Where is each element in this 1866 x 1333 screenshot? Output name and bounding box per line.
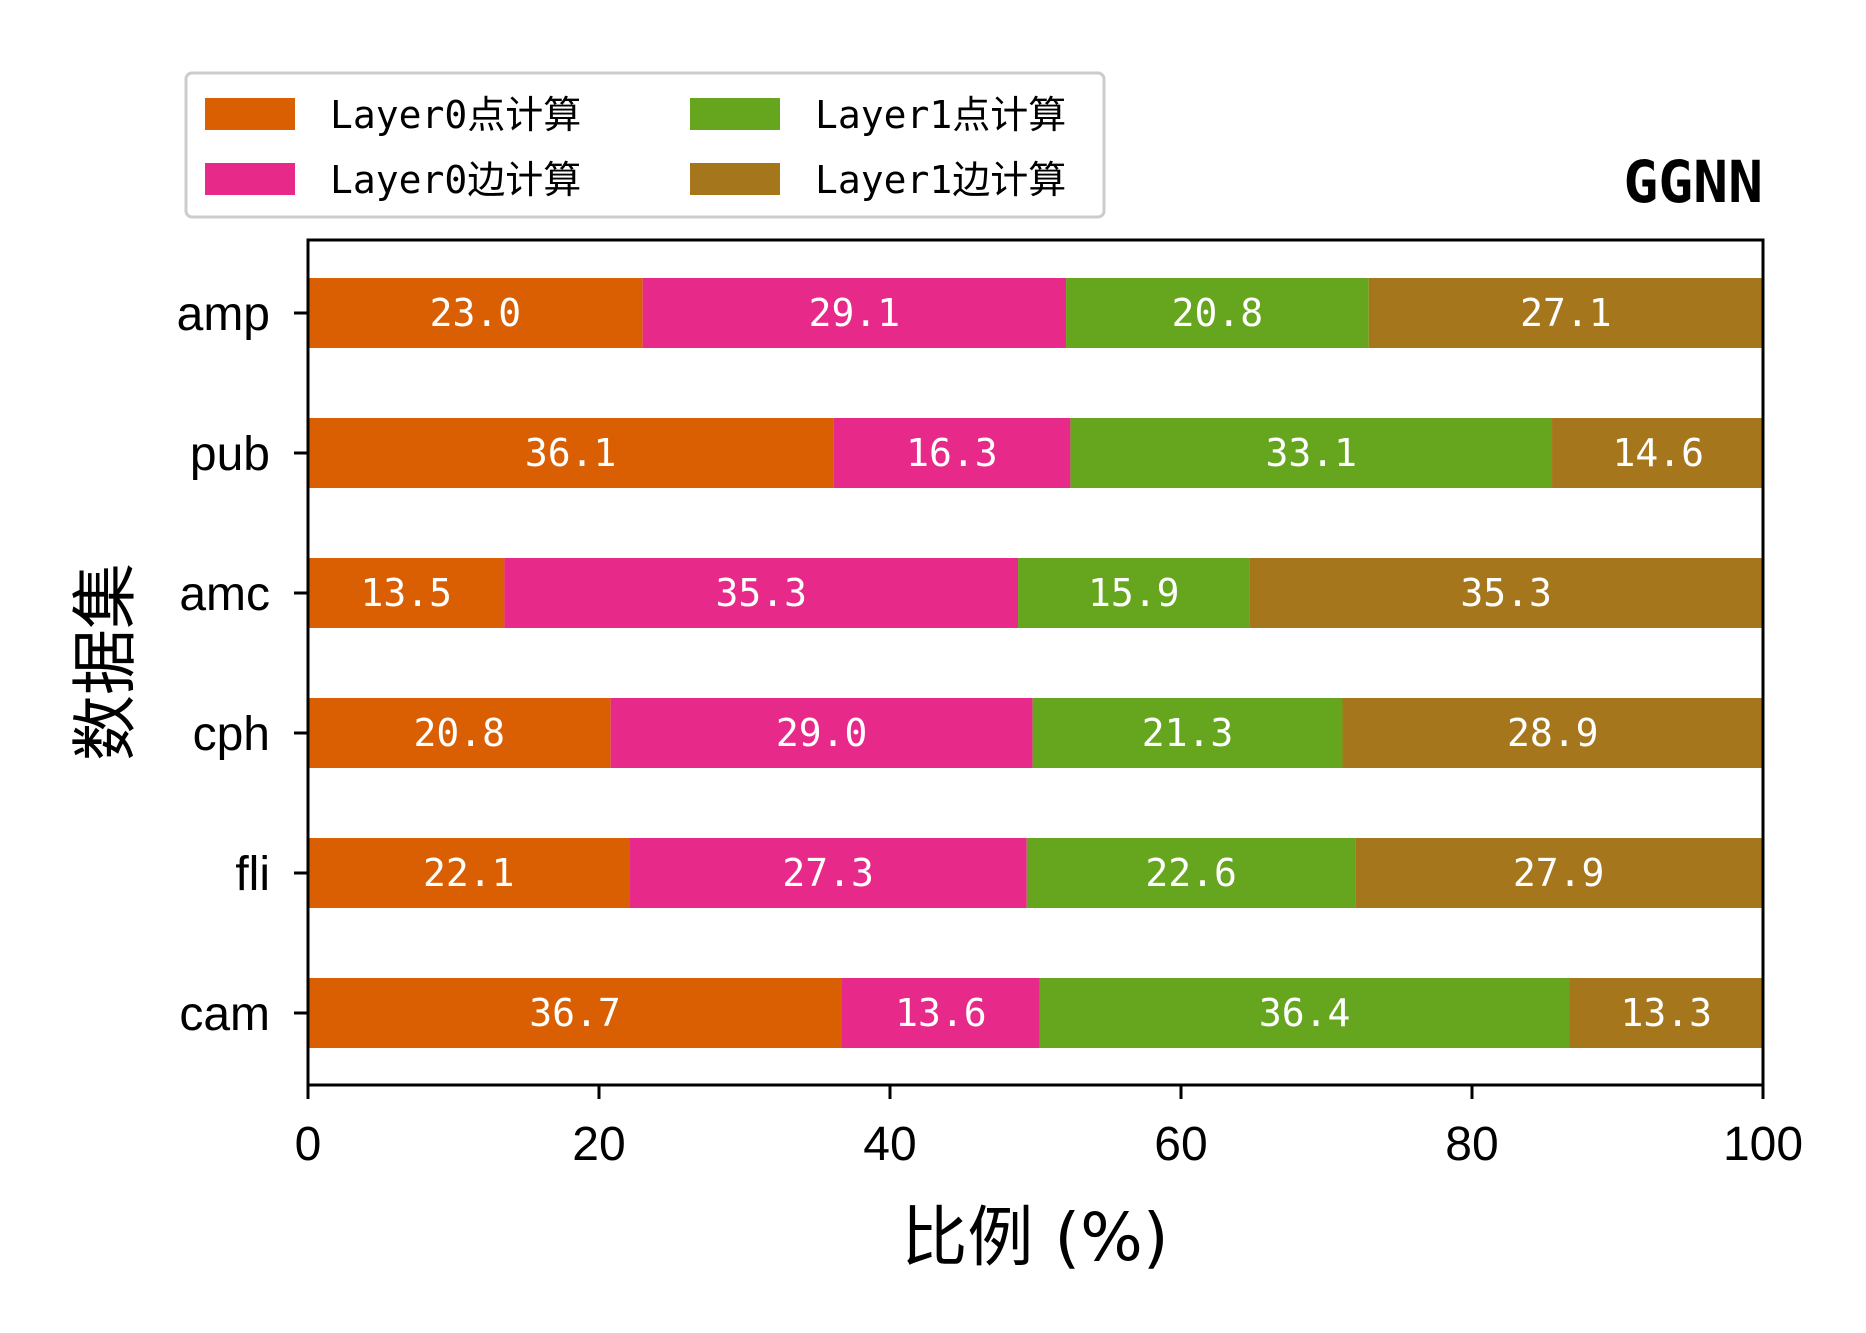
plot-frame: [306, 238, 1765, 1087]
bar-label-pub-series-2: 33.1: [1265, 431, 1357, 475]
legend-swatch-3: [690, 163, 780, 195]
y-tick-label-fli: fli: [235, 848, 270, 901]
legend-swatch-1: [205, 163, 295, 195]
legend-label-1: Layer0边计算: [330, 158, 581, 202]
bar-label-fli-series-3: 27.9: [1513, 851, 1605, 895]
x-tick-label-100: 100: [1723, 1118, 1803, 1171]
y-tick-label-amp: amp: [177, 288, 270, 341]
bar-label-cph-series-0: 20.8: [414, 711, 506, 755]
bar-label-pub-series-1: 16.3: [906, 431, 998, 475]
chart-title: GGNN: [1623, 148, 1763, 216]
legend-swatch-2: [690, 98, 780, 130]
bar-label-cam-series-3: 13.3: [1620, 991, 1712, 1035]
x-tick-label-0: 0: [295, 1118, 322, 1171]
legend-label-2: Layer1点计算: [815, 93, 1066, 137]
x-tick-label-40: 40: [863, 1118, 916, 1171]
legend-frame: [184, 71, 1106, 219]
bar-fli-series-3: [1355, 838, 1762, 908]
bar-amp-series-3: [1368, 278, 1763, 348]
y-tick-label-cph: cph: [193, 708, 270, 761]
bar-fli-series-2: [1026, 838, 1356, 908]
bar-cam-series-0: [308, 978, 842, 1048]
bar-label-fli-series-1: 27.3: [782, 851, 874, 895]
bar-amp-series-1: [642, 278, 1067, 348]
bar-pub-series-3: [1552, 418, 1765, 488]
bar-amc-series-1: [504, 558, 1019, 628]
bar-fli-series-0: [308, 838, 630, 908]
bar-pub-series-1: [833, 418, 1071, 488]
bar-amp-series-0: [308, 278, 643, 348]
legend-swatch-0: [205, 98, 295, 130]
bar-label-amp-series-0: 23.0: [430, 291, 522, 335]
y-tick-label-amc: amc: [179, 568, 270, 621]
bar-label-cam-series-0: 36.7: [529, 991, 621, 1035]
bar-amc-series-0: [308, 558, 505, 628]
y-tick-label-pub: pub: [190, 428, 270, 481]
bar-pub-series-2: [1070, 418, 1553, 488]
bar-cph-series-2: [1032, 698, 1343, 768]
y-axis-title: 数据集: [67, 563, 144, 761]
legend-label-0: Layer0点计算: [330, 93, 581, 137]
bar-amc-series-3: [1249, 558, 1763, 628]
bars-layer: 23.0 29.1 20.8 27.1 36.1 16.3 33.1 14.6 13.5 35.3…: [308, 278, 1765, 1048]
x-tick-label-60: 60: [1154, 1118, 1207, 1171]
bar-cph-series-1: [610, 698, 1033, 768]
bar-cph-series-0: [308, 698, 611, 768]
bar-label-amp-series-3: 27.1: [1520, 291, 1612, 335]
bar-label-cph-series-3: 28.9: [1507, 711, 1599, 755]
axis-ticks: amp pub amc cph fli cam 0 20 40 60 80 100: [177, 288, 1803, 1171]
bar-label-cph-series-1: 29.0: [776, 711, 868, 755]
y-tick-label-cam: cam: [179, 988, 270, 1041]
bar-pub-series-0: [308, 418, 834, 488]
x-tick-label-80: 80: [1445, 1118, 1498, 1171]
legend: Layer0点计算 Layer0边计算 Layer1点计算 Layer1边计算: [184, 71, 1106, 219]
bar-label-cph-series-2: 21.3: [1142, 711, 1234, 755]
bar-label-cam-series-2: 36.4: [1259, 991, 1351, 1035]
bar-label-cam-series-1: 13.6: [895, 991, 987, 1035]
bar-label-amp-series-2: 20.8: [1172, 291, 1264, 335]
bar-label-amc-series-0: 13.5: [360, 571, 452, 615]
bar-label-pub-series-0: 36.1: [525, 431, 617, 475]
legend-label-3: Layer1边计算: [815, 158, 1066, 202]
bar-cph-series-3: [1342, 698, 1763, 768]
bar-amp-series-2: [1066, 278, 1369, 348]
bar-label-amc-series-2: 15.9: [1088, 571, 1180, 615]
bar-amc-series-2: [1018, 558, 1250, 628]
x-tick-label-20: 20: [572, 1118, 625, 1171]
bar-label-amc-series-3: 35.3: [1460, 571, 1552, 615]
x-axis-title: 比例 (%): [901, 1199, 1168, 1276]
bar-cam-series-1: [841, 978, 1040, 1048]
bar-cam-series-3: [1569, 978, 1763, 1048]
bar-label-amc-series-1: 35.3: [715, 571, 807, 615]
bar-fli-series-1: [629, 838, 1027, 908]
bar-label-fli-series-0: 22.1: [423, 851, 515, 895]
bar-label-pub-series-3: 14.6: [1612, 431, 1704, 475]
bar-label-amp-series-1: 29.1: [809, 291, 901, 335]
bar-label-fli-series-2: 22.6: [1145, 851, 1237, 895]
bar-cam-series-2: [1039, 978, 1570, 1048]
